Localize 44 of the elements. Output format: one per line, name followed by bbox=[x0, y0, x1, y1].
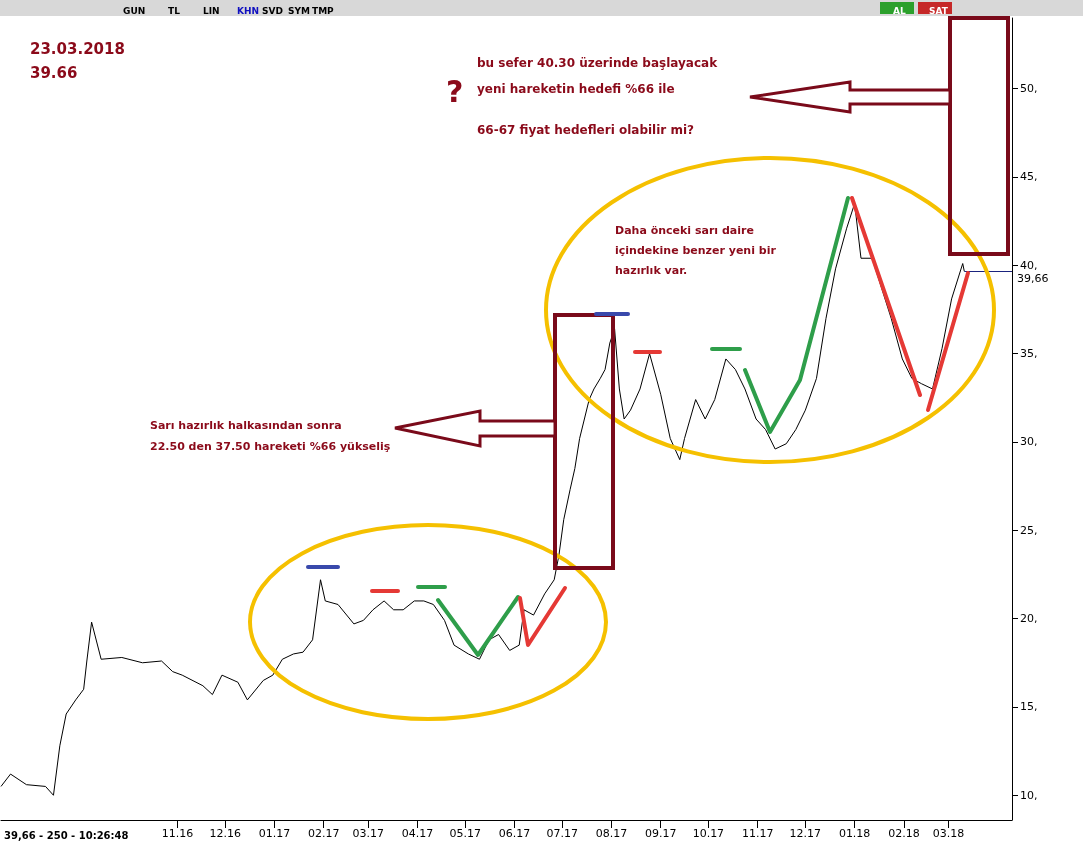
x-tick-label: 03.17 bbox=[352, 827, 384, 840]
annotation: 39.66 bbox=[30, 64, 78, 82]
annotation: Daha önceki sarı daire içindekine benzer yeni bir hazırlık var. bbox=[615, 223, 780, 277]
text: TL bbox=[168, 5, 181, 16]
x-tick-label: 01.17 bbox=[258, 827, 291, 840]
text: SAT bbox=[929, 5, 949, 16]
text: TMP bbox=[312, 5, 335, 16]
x-tick-label: 10.17 bbox=[692, 827, 725, 840]
x-tick-label: 12.17 bbox=[789, 827, 822, 840]
x-tick-label: 09.17 bbox=[644, 827, 677, 840]
x-tick-label: 05.17 bbox=[449, 827, 481, 840]
x-tick-label: 11.16 bbox=[161, 827, 194, 840]
text: LIN bbox=[203, 5, 220, 16]
annotation: ? bbox=[446, 73, 464, 109]
x-tick-label: 11.17 bbox=[741, 827, 774, 840]
y-tick-label: 40, bbox=[1020, 258, 1038, 272]
y-tick-label: 15, bbox=[1020, 700, 1038, 714]
x-tick-label: 07.17 bbox=[546, 827, 578, 840]
annotation: Sarı hazırlık halkasından sonra 22.50 den 37.50 hareketi %66 yükseliş bbox=[150, 419, 391, 453]
text: SVD bbox=[262, 5, 283, 16]
x-tick-label: 04.17 bbox=[401, 827, 434, 840]
x-tick-label: 06.17 bbox=[498, 827, 531, 840]
x-tick-label: 01.18 bbox=[838, 827, 871, 840]
x-tick-label: 02.18 bbox=[888, 827, 920, 840]
text: KHN bbox=[237, 5, 260, 16]
annotation: 66-67 fiyat hedefleri olabilir mi? bbox=[477, 123, 695, 137]
ref-line-label: 39,66 bbox=[1017, 271, 1049, 285]
annotation: 23.03.2018 bbox=[30, 40, 125, 58]
y-tick-label: 45, bbox=[1020, 170, 1038, 184]
x-tick-label: 08.17 bbox=[595, 827, 628, 840]
text: AL bbox=[893, 5, 906, 16]
x-tick-label: 03.18 bbox=[932, 827, 965, 840]
x-tick-label: 12.16 bbox=[209, 827, 241, 840]
y-tick-label: 20, bbox=[1020, 612, 1038, 626]
y-tick-label: 50, bbox=[1020, 82, 1038, 96]
y-tick-label: 25, bbox=[1020, 523, 1038, 537]
text: 39,66 - 250 - 10:26:48 bbox=[4, 829, 129, 841]
annotation: bu sefer 40.30 üzerinde başlayacak yeni hareketin hedefi %66 ile bbox=[477, 56, 722, 96]
text: GUN bbox=[123, 5, 146, 16]
y-tick-label: 10, bbox=[1020, 788, 1038, 802]
text: SYM bbox=[288, 5, 310, 16]
y-tick-label: 35, bbox=[1020, 347, 1038, 361]
x-tick-label: 02.17 bbox=[307, 827, 340, 840]
y-tick-label: 30, bbox=[1020, 435, 1038, 449]
